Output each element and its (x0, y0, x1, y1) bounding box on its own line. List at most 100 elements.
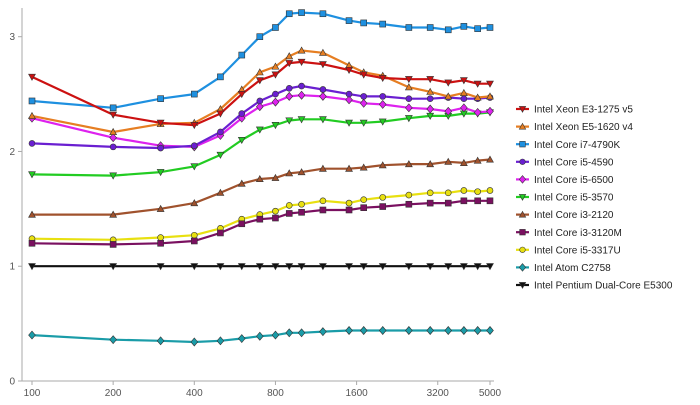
data-point (271, 62, 280, 70)
data-point (28, 111, 36, 119)
data-point (272, 24, 279, 31)
data-point (444, 189, 452, 197)
data-point (285, 117, 294, 125)
data-point (255, 68, 264, 76)
data-point (285, 210, 293, 217)
data-point (217, 73, 224, 81)
data-point (256, 102, 264, 112)
legend-label: Intel Xeon E5-1620 v4 (534, 122, 633, 133)
data-point (157, 239, 164, 247)
y-tick-label: 3 (9, 32, 15, 43)
data-point (237, 91, 246, 99)
y-tick-label: 1 (9, 262, 15, 273)
data-point (486, 155, 494, 163)
data-point (319, 116, 327, 124)
data-point (255, 174, 264, 183)
data-point (297, 168, 306, 176)
data-point (405, 191, 413, 199)
series-5 (28, 109, 494, 180)
data-point (378, 99, 387, 109)
data-point (28, 140, 36, 147)
series-1 (28, 46, 494, 135)
legend-label: Intel Core i5-3570 (534, 193, 614, 204)
data-point (474, 25, 481, 32)
data-point (190, 337, 199, 347)
data-point (404, 76, 413, 84)
legend-item: Intel Core i5-6500 (516, 175, 614, 186)
legend-item: Intel Core i5-4590 (516, 157, 614, 168)
data-point (345, 164, 353, 172)
legend-label: Intel Atom C2758 (534, 263, 611, 274)
data-point (426, 95, 434, 102)
data-point (345, 119, 353, 127)
data-point (360, 93, 367, 100)
data-point (285, 328, 294, 338)
data-point (460, 23, 468, 30)
x-tick-label: 800 (267, 388, 284, 399)
data-point (473, 263, 482, 271)
data-point (285, 10, 293, 18)
data-point (157, 144, 164, 152)
data-point (473, 156, 482, 164)
data-point (28, 239, 36, 247)
data-point (216, 151, 225, 159)
data-point (426, 160, 435, 168)
legend-label: Intel Core i3-2120 (534, 210, 614, 221)
data-point (28, 171, 36, 179)
x-tick-label: 100 (24, 388, 41, 399)
data-point (319, 206, 327, 214)
data-point (271, 330, 280, 340)
data-point (272, 207, 279, 215)
data-point (486, 187, 494, 194)
legend-swatch-marker (518, 194, 527, 201)
data-point (109, 335, 117, 345)
data-point (255, 263, 264, 271)
legend-item: Intel Core i5-3570 (516, 193, 614, 204)
data-point (319, 197, 327, 205)
legend-item: Intel Core i7-4790K (516, 140, 620, 151)
data-point (378, 326, 387, 335)
data-point (190, 199, 199, 207)
data-point (378, 263, 387, 271)
data-point (486, 24, 494, 31)
data-point (360, 196, 367, 203)
data-point (444, 92, 453, 100)
data-point (298, 9, 305, 16)
data-point (216, 110, 225, 118)
data-point (238, 220, 246, 228)
data-point (379, 93, 387, 100)
data-point (405, 95, 413, 102)
data-point (379, 20, 387, 28)
data-point (360, 19, 367, 27)
data-point (28, 263, 36, 271)
legend-swatch-marker (519, 246, 526, 253)
series-line (32, 158, 491, 216)
data-point (473, 93, 482, 101)
data-point (297, 328, 306, 338)
legend-item: Intel Core i5-3317U (516, 245, 621, 256)
data-point (297, 90, 306, 100)
data-point (109, 241, 117, 248)
data-point (191, 90, 198, 98)
data-point (405, 326, 413, 335)
data-point (156, 119, 165, 127)
data-point (474, 197, 481, 205)
legend-swatch-marker (518, 175, 527, 184)
data-point (237, 179, 246, 187)
data-point (404, 83, 413, 91)
data-point (285, 169, 294, 177)
data-point (444, 157, 453, 165)
data-point (285, 202, 293, 209)
data-point (109, 127, 118, 135)
data-point (459, 158, 468, 166)
data-point (109, 210, 118, 218)
legend-label: Intel Core i5-6500 (534, 175, 614, 186)
data-point (486, 326, 494, 335)
data-point (271, 97, 280, 107)
data-point (404, 160, 413, 168)
data-point (271, 263, 280, 271)
data-point (216, 188, 225, 196)
data-point (426, 104, 434, 114)
data-point (426, 24, 434, 31)
